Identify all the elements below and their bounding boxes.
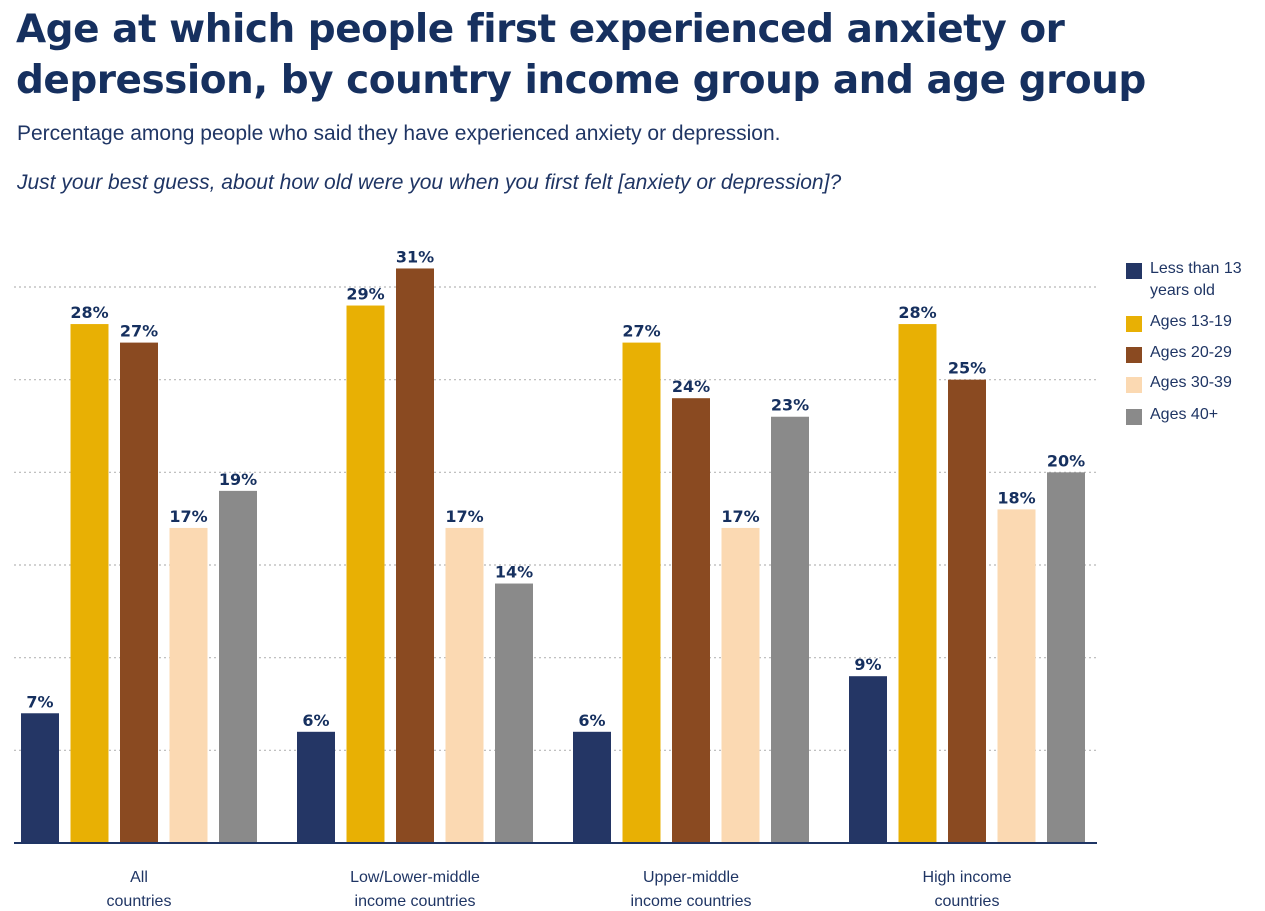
bar-all-countries-less-than-13-years-old	[21, 713, 59, 843]
legend-item-under-13: Less than 13 years old	[1126, 258, 1262, 302]
legend-label-40-plus: Ages 40+	[1150, 406, 1219, 423]
legend-swatch-20-29	[1126, 347, 1142, 363]
category-labels: All countries Low/Lower-middle income count…	[107, 869, 1012, 910]
bar-all-countries-ages-20-29	[120, 342, 158, 843]
category-label-low-lower-middle-income-countries: Low/Lower-middle income countries	[350, 869, 480, 910]
value-label-upper-middle-income-countries-ages-30-39: 17%	[721, 507, 759, 526]
bar-all-countries-ages-30-39	[169, 527, 208, 843]
bar-upper-middle-income-countries-ages-30-39	[721, 527, 760, 843]
bar-high-income-countries-less-than-13-years-old	[849, 676, 887, 843]
chart-subtitle: Percentage among people who said they ha…	[17, 122, 781, 145]
bar-upper-middle-income-countries-less-than-13-years-old	[573, 731, 611, 843]
bar-upper-middle-income-countries-ages-20-29	[672, 398, 710, 843]
legend-swatch-30-39	[1126, 377, 1142, 393]
legend-label-30-39: Ages 30-39	[1150, 374, 1232, 391]
bar-upper-middle-income-countries-ages-13-19	[622, 342, 661, 843]
bar-high-income-countries-ages-40	[1047, 472, 1085, 843]
legend-item-30-39: Ages 30-39	[1126, 372, 1262, 394]
category-label-high-income-countries: High income countries	[923, 869, 1012, 910]
category-label-all-countries: All countries	[107, 869, 172, 910]
value-label-high-income-countries-ages-13-19: 28%	[898, 303, 936, 322]
chart-title-line-2: depression, by country income group and …	[16, 58, 1146, 103]
bar-all-countries-ages-40	[219, 490, 257, 843]
chart-title-line-1: Age at which people first experienced an…	[16, 7, 1065, 52]
value-label-upper-middle-income-countries-ages-20-29: 24%	[672, 377, 710, 396]
bars	[21, 268, 1085, 844]
value-label-high-income-countries-ages-20-29: 25%	[948, 359, 986, 378]
bar-high-income-countries-ages-13-19	[898, 324, 937, 844]
value-label-low-lower-middle-income-countries-ages-40: 14%	[495, 563, 533, 582]
value-label-all-countries-ages-20-29: 27%	[120, 322, 158, 341]
value-label-upper-middle-income-countries-ages-13-19: 27%	[622, 322, 660, 341]
value-label-all-countries-less-than-13-years-old: 7%	[26, 692, 53, 711]
value-label-low-lower-middle-income-countries-ages-30-39: 17%	[445, 507, 483, 526]
value-label-low-lower-middle-income-countries-ages-20-29: 31%	[396, 247, 434, 266]
bar-low-lower-middle-income-countries-less-than-13-years-old	[297, 731, 335, 843]
value-label-all-countries-ages-30-39: 17%	[169, 507, 207, 526]
bar-low-lower-middle-income-countries-ages-40	[495, 583, 533, 843]
bar-low-lower-middle-income-countries-ages-30-39	[445, 527, 484, 843]
value-label-high-income-countries-less-than-13-years-old: 9%	[854, 655, 881, 674]
value-label-all-countries-ages-13-19: 28%	[70, 303, 108, 322]
category-label-upper-middle-income-countries: Upper-middle income countries	[631, 869, 752, 910]
legend-swatch-13-19	[1126, 316, 1142, 332]
legend-item-13-19: Ages 13-19	[1126, 311, 1262, 333]
survey-question: Just your best guess, about how old were…	[17, 171, 842, 194]
bar-low-lower-middle-income-countries-ages-20-29	[396, 268, 434, 843]
chart-title: Age at which people first experienced an…	[16, 4, 1256, 106]
bar-high-income-countries-ages-20-29	[948, 379, 986, 843]
bar-all-countries-ages-13-19	[70, 324, 109, 844]
value-label-upper-middle-income-countries-less-than-13-years-old: 6%	[578, 711, 605, 730]
bar-upper-middle-income-countries-ages-40	[771, 416, 809, 843]
legend-label-under-13: Less than 13 years old	[1150, 260, 1242, 299]
value-label-upper-middle-income-countries-ages-40: 23%	[771, 396, 809, 415]
value-label-high-income-countries-ages-30-39: 18%	[997, 488, 1035, 507]
value-labels: 7% 28% 27% 17% 19% 6% 29% 31% 17% 14% 6% 27% 24% 17% 2…	[26, 247, 1085, 729]
bar-high-income-countries-ages-30-39	[997, 509, 1036, 843]
value-label-low-lower-middle-income-countries-less-than-13-years-old: 6%	[302, 711, 329, 730]
value-label-all-countries-ages-40: 19%	[219, 470, 257, 489]
value-label-high-income-countries-ages-40: 20%	[1047, 451, 1085, 470]
legend-label-13-19: Ages 13-19	[1150, 313, 1232, 330]
value-label-low-lower-middle-income-countries-ages-13-19: 29%	[346, 285, 384, 304]
legend-label-20-29: Ages 20-29	[1150, 344, 1232, 361]
legend-swatch-under-13	[1126, 263, 1142, 279]
legend-item-20-29: Ages 20-29	[1126, 342, 1262, 364]
legend-swatch-40-plus	[1126, 409, 1142, 425]
bar-low-lower-middle-income-countries-ages-13-19	[346, 305, 385, 843]
legend-item-40-plus: Ages 40+	[1126, 404, 1262, 426]
